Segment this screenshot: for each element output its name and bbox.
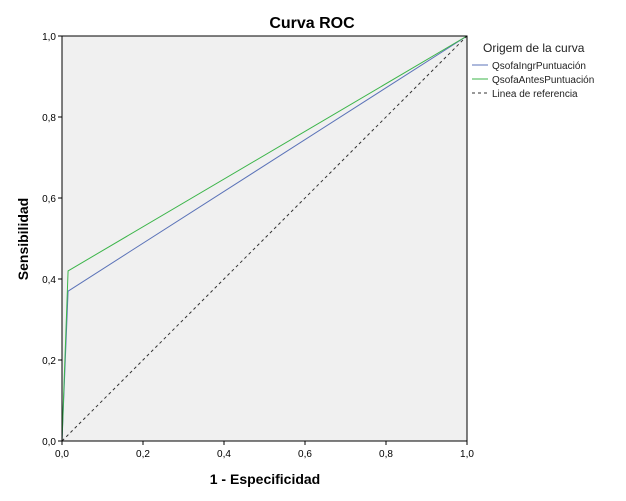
x-axis: 0,0 0,2 0,4 0,6 0,8 1,0 <box>55 441 474 460</box>
y-axis-label: Sensibilidad <box>15 198 31 280</box>
legend-label-2: Linea de referencia <box>492 89 578 100</box>
x-tick-label: 0,0 <box>55 449 69 460</box>
plot-area <box>62 36 467 441</box>
series-layer <box>61 35 468 442</box>
legend-title: Origem de la curva <box>483 41 585 55</box>
x-axis-label: 1 - Especificidad <box>210 471 320 487</box>
legend-label-1: QsofaAntesPuntuación <box>492 75 594 86</box>
legend: Origem de la curva QsofaIngrPuntuación Qs… <box>472 41 594 100</box>
y-tick-label: 0,4 <box>42 275 56 286</box>
y-tick-label: 1,0 <box>42 32 56 43</box>
legend-label-0: QsofaIngrPuntuación <box>492 61 586 72</box>
y-tick-label: 0,6 <box>42 194 56 205</box>
x-tick-label: 1,0 <box>460 449 474 460</box>
y-tick-label: 0,2 <box>42 356 56 367</box>
y-axis: 0,0 0,2 0,4 0,6 0,8 1,0 <box>42 32 62 448</box>
x-tick-label: 0,2 <box>136 449 150 460</box>
x-tick-label: 0,6 <box>298 449 312 460</box>
x-tick-label: 0,4 <box>217 449 231 460</box>
x-tick-label: 0,8 <box>379 449 393 460</box>
y-tick-label: 0,0 <box>42 437 56 448</box>
y-tick-label: 0,8 <box>42 113 56 124</box>
plot-frame <box>61 35 468 442</box>
series-line-1 <box>61 35 468 442</box>
chart-title: Curva ROC <box>269 15 355 32</box>
